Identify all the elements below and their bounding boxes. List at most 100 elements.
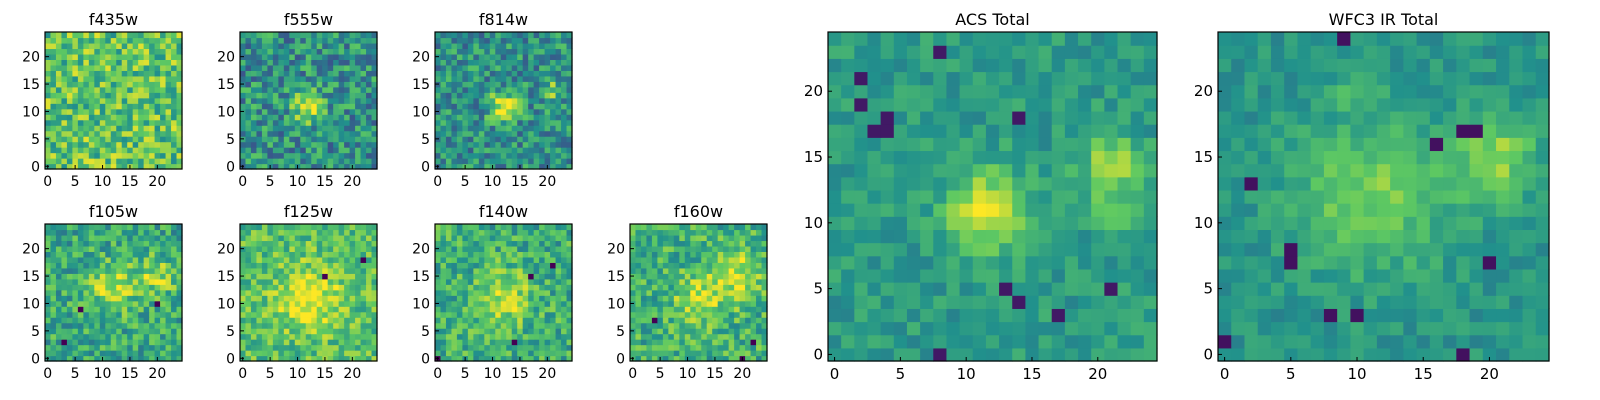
heatmap-cell xyxy=(646,278,653,285)
heatmap-cell xyxy=(83,32,90,39)
heatmap-cell xyxy=(506,86,513,93)
heatmap-cell xyxy=(701,311,708,318)
heatmap-cell xyxy=(893,321,908,336)
heatmap-cell xyxy=(739,333,746,340)
heatmap-cell xyxy=(143,350,150,357)
heatmap-cell xyxy=(121,245,128,252)
heatmap-cell xyxy=(880,268,895,283)
heatmap-cell xyxy=(456,328,463,335)
heatmap-cell xyxy=(110,119,117,126)
heatmap-cell xyxy=(566,163,573,170)
heatmap-cell xyxy=(544,114,551,121)
heatmap-cell xyxy=(250,322,258,329)
heatmap-cell xyxy=(701,306,708,313)
heatmap-cell xyxy=(176,37,183,44)
heatmap-cell xyxy=(154,240,161,247)
heatmap-cell xyxy=(50,86,57,93)
heatmap-cell xyxy=(511,262,518,269)
heatmap-cell xyxy=(116,322,123,329)
heatmap-cell xyxy=(72,229,79,236)
heatmap-cell xyxy=(500,322,507,329)
heatmap-cell xyxy=(445,53,453,60)
heatmap-cell xyxy=(99,328,106,335)
heatmap-cell xyxy=(176,267,183,274)
heatmap-cell xyxy=(110,328,117,335)
heatmap-cell xyxy=(66,322,73,329)
heatmap-cell xyxy=(561,262,568,269)
heatmap-cell xyxy=(305,114,312,121)
axes-frame xyxy=(239,31,378,170)
heatmap-cell xyxy=(250,311,258,318)
heatmap-cell xyxy=(467,256,474,263)
heatmap-cell xyxy=(445,75,453,82)
heatmap-cell xyxy=(322,147,329,154)
heatmap-cell xyxy=(349,289,356,296)
heatmap-cell xyxy=(679,262,686,269)
heatmap-cell xyxy=(484,125,491,132)
heatmap-cell xyxy=(366,273,373,280)
heatmap-cell xyxy=(500,328,507,335)
heatmap-cell xyxy=(555,64,562,71)
heatmap-cell xyxy=(132,267,139,274)
heatmap-cell xyxy=(1038,308,1053,323)
heatmap-cell xyxy=(327,152,334,159)
heatmap-cell xyxy=(272,278,279,285)
heatmap-cell xyxy=(489,42,496,50)
heatmap-cell xyxy=(88,75,95,82)
heatmap-cell xyxy=(630,333,637,340)
heatmap-cell xyxy=(371,53,378,60)
heatmap-cell xyxy=(451,240,458,247)
heatmap-cell xyxy=(360,136,367,143)
heatmap-cell xyxy=(506,42,513,50)
heatmap-cell xyxy=(435,125,442,132)
heatmap-cell xyxy=(657,300,664,307)
heatmap-cell xyxy=(333,229,340,236)
heatmap-cell xyxy=(110,37,117,44)
heatmap-cell xyxy=(473,136,480,143)
heatmap-cell xyxy=(278,245,285,252)
heatmap-cell xyxy=(110,245,117,252)
heatmap-cell xyxy=(539,163,546,170)
heatmap-cell xyxy=(261,130,268,137)
heatmap-cell xyxy=(728,333,735,340)
heatmap-cell xyxy=(176,300,183,307)
x-tick-label: 20 xyxy=(148,366,166,382)
heatmap-cell xyxy=(66,70,73,77)
heatmap-cell xyxy=(435,240,442,247)
heatmap-cell xyxy=(484,339,491,346)
heatmap-cell xyxy=(668,284,675,291)
heatmap-cell xyxy=(478,289,485,296)
heatmap-cell xyxy=(539,147,546,154)
heatmap-cell xyxy=(50,328,57,335)
heatmap-cell xyxy=(116,224,123,231)
heatmap-cell xyxy=(712,328,719,335)
heatmap-cell xyxy=(333,284,340,291)
heatmap-cell xyxy=(171,92,178,99)
heatmap-cell xyxy=(77,278,84,285)
heatmap-cell xyxy=(517,295,524,302)
heatmap-cell xyxy=(99,262,106,269)
heatmap-cell xyxy=(240,158,247,165)
heatmap-cell xyxy=(566,125,573,132)
heatmap-cell xyxy=(880,216,895,230)
heatmap-cell xyxy=(50,75,57,82)
heatmap-cell xyxy=(756,256,763,263)
heatmap-cell xyxy=(261,251,268,258)
heatmap-cell xyxy=(933,242,948,257)
heatmap-cell xyxy=(272,125,279,132)
heatmap-cell xyxy=(684,306,691,313)
heatmap-cell xyxy=(550,344,557,351)
heatmap-cell xyxy=(985,242,1000,257)
heatmap-cell xyxy=(116,53,123,60)
heatmap-cell xyxy=(160,328,167,335)
heatmap-cell xyxy=(305,328,312,335)
heatmap-cell xyxy=(440,224,447,231)
heatmap-cell xyxy=(1143,242,1158,257)
heatmap-cell xyxy=(745,273,752,280)
heatmap-cell xyxy=(933,176,948,191)
heatmap-cell xyxy=(478,152,485,159)
heatmap-cell xyxy=(478,158,485,165)
heatmap-cell xyxy=(473,262,480,269)
